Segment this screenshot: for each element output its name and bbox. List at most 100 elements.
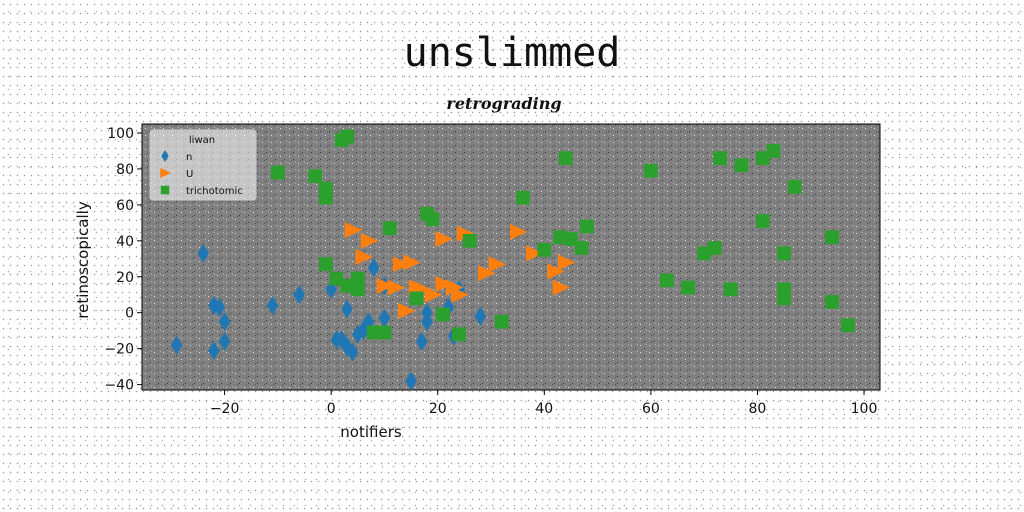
data-point	[382, 221, 397, 236]
data-point	[474, 306, 487, 326]
data-point	[405, 371, 417, 391]
data-point	[218, 332, 231, 351]
legend-marker	[161, 150, 169, 162]
data-point	[271, 165, 285, 180]
data-point	[488, 256, 507, 273]
data-point	[643, 163, 658, 178]
data-point	[494, 314, 509, 329]
data-point	[377, 325, 392, 340]
x-axis-label: notifiers	[340, 423, 402, 441]
data-point	[713, 151, 728, 166]
data-point	[435, 231, 453, 248]
data-point	[318, 190, 333, 205]
data-point	[376, 277, 395, 294]
data-point	[308, 169, 323, 183]
data-point	[398, 302, 416, 319]
data-point	[547, 263, 565, 280]
x-tick-label: 60	[642, 401, 660, 417]
data-point	[659, 273, 674, 288]
y-tick-label: 20	[116, 270, 134, 286]
x-tick-label: −20	[210, 401, 240, 417]
data-point	[409, 291, 424, 306]
data-point	[777, 246, 791, 261]
data-point	[537, 242, 552, 257]
data-point	[452, 327, 466, 342]
legend-title: liwan	[189, 135, 215, 146]
data-point	[557, 254, 576, 271]
y-tick-label: 60	[116, 198, 134, 214]
data-point	[516, 190, 530, 205]
data-point	[218, 312, 231, 332]
data-point	[415, 332, 428, 351]
data-point	[424, 286, 443, 303]
x-tick-label: 100	[851, 401, 878, 417]
y-tick-label: 40	[116, 234, 134, 250]
legend-label: n	[186, 152, 192, 163]
y-tick-label: 80	[116, 162, 134, 178]
data-point	[841, 318, 855, 333]
data-point	[403, 254, 421, 271]
y-tick-label: −40	[104, 378, 134, 394]
data-point	[787, 180, 802, 194]
data-point	[355, 248, 373, 266]
y-tick-label: 0	[125, 306, 134, 322]
data-point	[734, 158, 749, 173]
data-point	[350, 271, 365, 286]
data-point	[346, 342, 359, 362]
data-point	[525, 245, 544, 262]
data-point	[509, 223, 528, 240]
y-tick-label: −20	[104, 342, 134, 358]
data-point	[341, 299, 354, 319]
x-tick-label: 80	[749, 401, 767, 417]
data-point	[580, 219, 594, 234]
data-point	[425, 212, 440, 227]
data-point	[213, 297, 226, 317]
data-point	[367, 258, 380, 278]
data-point	[477, 265, 496, 282]
data-point	[574, 241, 589, 255]
data-point	[825, 230, 839, 245]
data-point	[777, 291, 791, 306]
data-point	[360, 232, 379, 249]
data-point	[755, 214, 770, 228]
legend-label: trichotomic	[186, 186, 243, 197]
plot-area	[141, 123, 881, 391]
data-point	[318, 257, 333, 272]
data-point	[552, 279, 570, 296]
data-point	[766, 144, 781, 158]
data-point	[825, 295, 839, 309]
y-axis-label: retinoscopically	[74, 201, 92, 319]
series-trichotomic	[271, 129, 855, 342]
data-point	[707, 241, 722, 255]
data-point	[755, 151, 770, 166]
data-point	[451, 286, 469, 303]
legend-marker	[160, 167, 172, 179]
data-point	[392, 256, 411, 273]
x-tick-label: 20	[429, 401, 447, 417]
series-u	[344, 222, 576, 319]
data-point	[435, 275, 453, 292]
data-point	[329, 271, 344, 286]
chart-title: unslimmed	[404, 30, 621, 76]
data-point	[564, 232, 578, 246]
data-point	[341, 337, 354, 357]
data-point	[681, 280, 696, 295]
legend-box	[149, 129, 257, 201]
data-point	[266, 296, 279, 315]
x-tick-label: 0	[327, 401, 336, 417]
y-tick-label: 100	[107, 126, 134, 142]
data-point	[436, 307, 450, 322]
data-point	[340, 129, 355, 144]
data-point	[170, 335, 183, 355]
data-point	[387, 279, 405, 296]
data-point	[462, 233, 477, 248]
data-point	[421, 303, 433, 323]
data-point	[293, 285, 306, 305]
legend-label: U	[186, 169, 193, 180]
data-point	[723, 282, 738, 297]
x-tick-label: 40	[535, 401, 553, 417]
data-point	[197, 243, 210, 263]
